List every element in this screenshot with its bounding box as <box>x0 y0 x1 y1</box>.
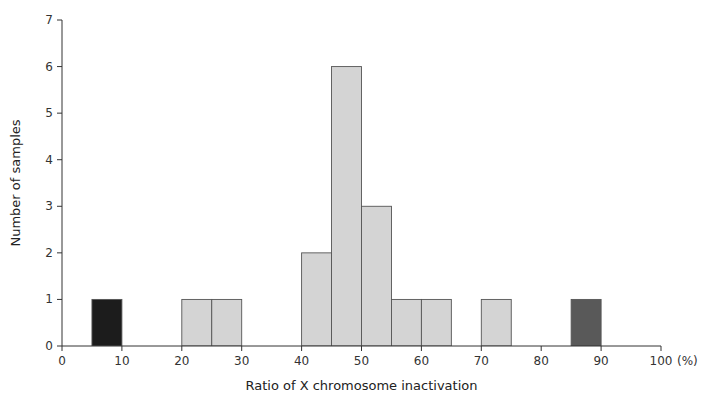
bar <box>362 206 392 346</box>
x-tick <box>361 346 362 351</box>
bar <box>182 299 212 346</box>
y-tick-label: 3 <box>45 199 53 213</box>
y-tick <box>57 66 62 67</box>
bar <box>421 299 451 346</box>
bar <box>391 299 421 346</box>
y-tick <box>57 346 62 347</box>
bar <box>571 299 601 346</box>
chart: 0 10 20 30 40 50 60 70 80 90 100 0 1 2 3 4 5 6 7 (%) Ratio o… <box>0 0 709 404</box>
y-tick-label: 1 <box>45 292 53 306</box>
bar <box>481 299 511 346</box>
x-axis-label: Ratio of X chromosome inactivation <box>246 378 478 393</box>
x-tick-label: 100 <box>650 354 673 368</box>
y-tick-label: 7 <box>45 13 53 27</box>
bar <box>92 299 122 346</box>
x-tick <box>62 346 63 351</box>
x-tick <box>661 346 662 351</box>
y-tick-label: 5 <box>45 106 53 120</box>
y-tick <box>57 113 62 114</box>
y-axis-label: Number of samples <box>8 119 23 246</box>
y-axis-line <box>62 20 63 346</box>
x-tick-label: 10 <box>114 354 129 368</box>
x-tick-label: 80 <box>534 354 549 368</box>
x-tick <box>301 346 302 351</box>
y-tick-label: 4 <box>45 153 53 167</box>
x-tick <box>601 346 602 351</box>
y-tick-label: 0 <box>45 339 53 353</box>
x-tick <box>541 346 542 351</box>
x-tick <box>121 346 122 351</box>
annotation: (%) <box>677 354 698 368</box>
x-tick <box>181 346 182 351</box>
y-tick-label: 2 <box>45 246 53 260</box>
y-tick-label: 6 <box>45 60 53 74</box>
x-tick <box>421 346 422 351</box>
bars <box>92 67 601 346</box>
y-tick <box>57 206 62 207</box>
x-tick-label: 60 <box>414 354 429 368</box>
bar <box>302 253 332 346</box>
x-tick <box>241 346 242 351</box>
bar <box>212 299 242 346</box>
x-tick-label: 40 <box>294 354 309 368</box>
x-tick-label: 20 <box>174 354 189 368</box>
y-tick <box>57 159 62 160</box>
y-tick <box>57 252 62 253</box>
x-tick-label: 50 <box>354 354 369 368</box>
x-tick-label: 90 <box>593 354 608 368</box>
x-tick-label: 30 <box>234 354 249 368</box>
x-tick <box>481 346 482 351</box>
y-tick <box>57 20 62 21</box>
bar <box>332 67 362 346</box>
x-tick-label: 0 <box>58 354 66 368</box>
x-tick-label: 70 <box>474 354 489 368</box>
y-tick <box>57 299 62 300</box>
